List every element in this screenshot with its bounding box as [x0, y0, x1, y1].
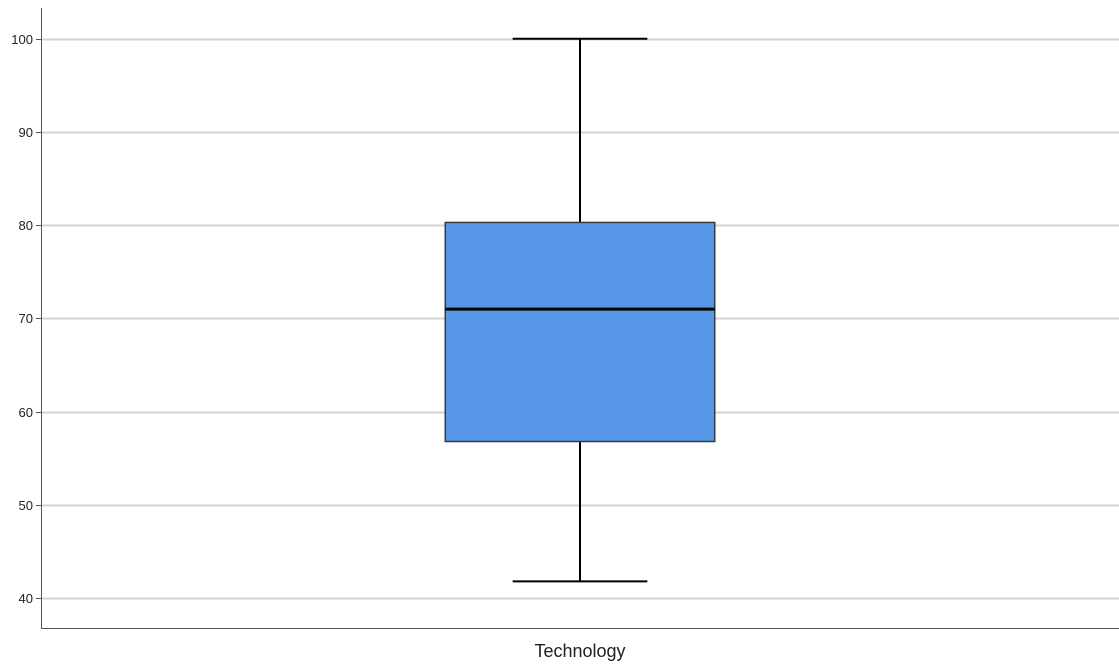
y-tick-label-50: 50: [19, 498, 33, 513]
iqr-box: [444, 221, 716, 443]
y-tick-label-90: 90: [19, 125, 33, 140]
y-tick-label-80: 80: [19, 218, 33, 233]
y-tick-label-100: 100: [11, 32, 33, 47]
x-category-label: Technology: [534, 641, 625, 661]
y-tick-label-70: 70: [19, 311, 33, 326]
y-tick-label-60: 60: [19, 405, 33, 420]
box-plot-series: [444, 37, 716, 583]
y-tick-label-40: 40: [19, 591, 33, 606]
axes: [36, 8, 1119, 629]
tick-labels: 40 50 60 70 80 90 100 Technology: [11, 32, 625, 661]
